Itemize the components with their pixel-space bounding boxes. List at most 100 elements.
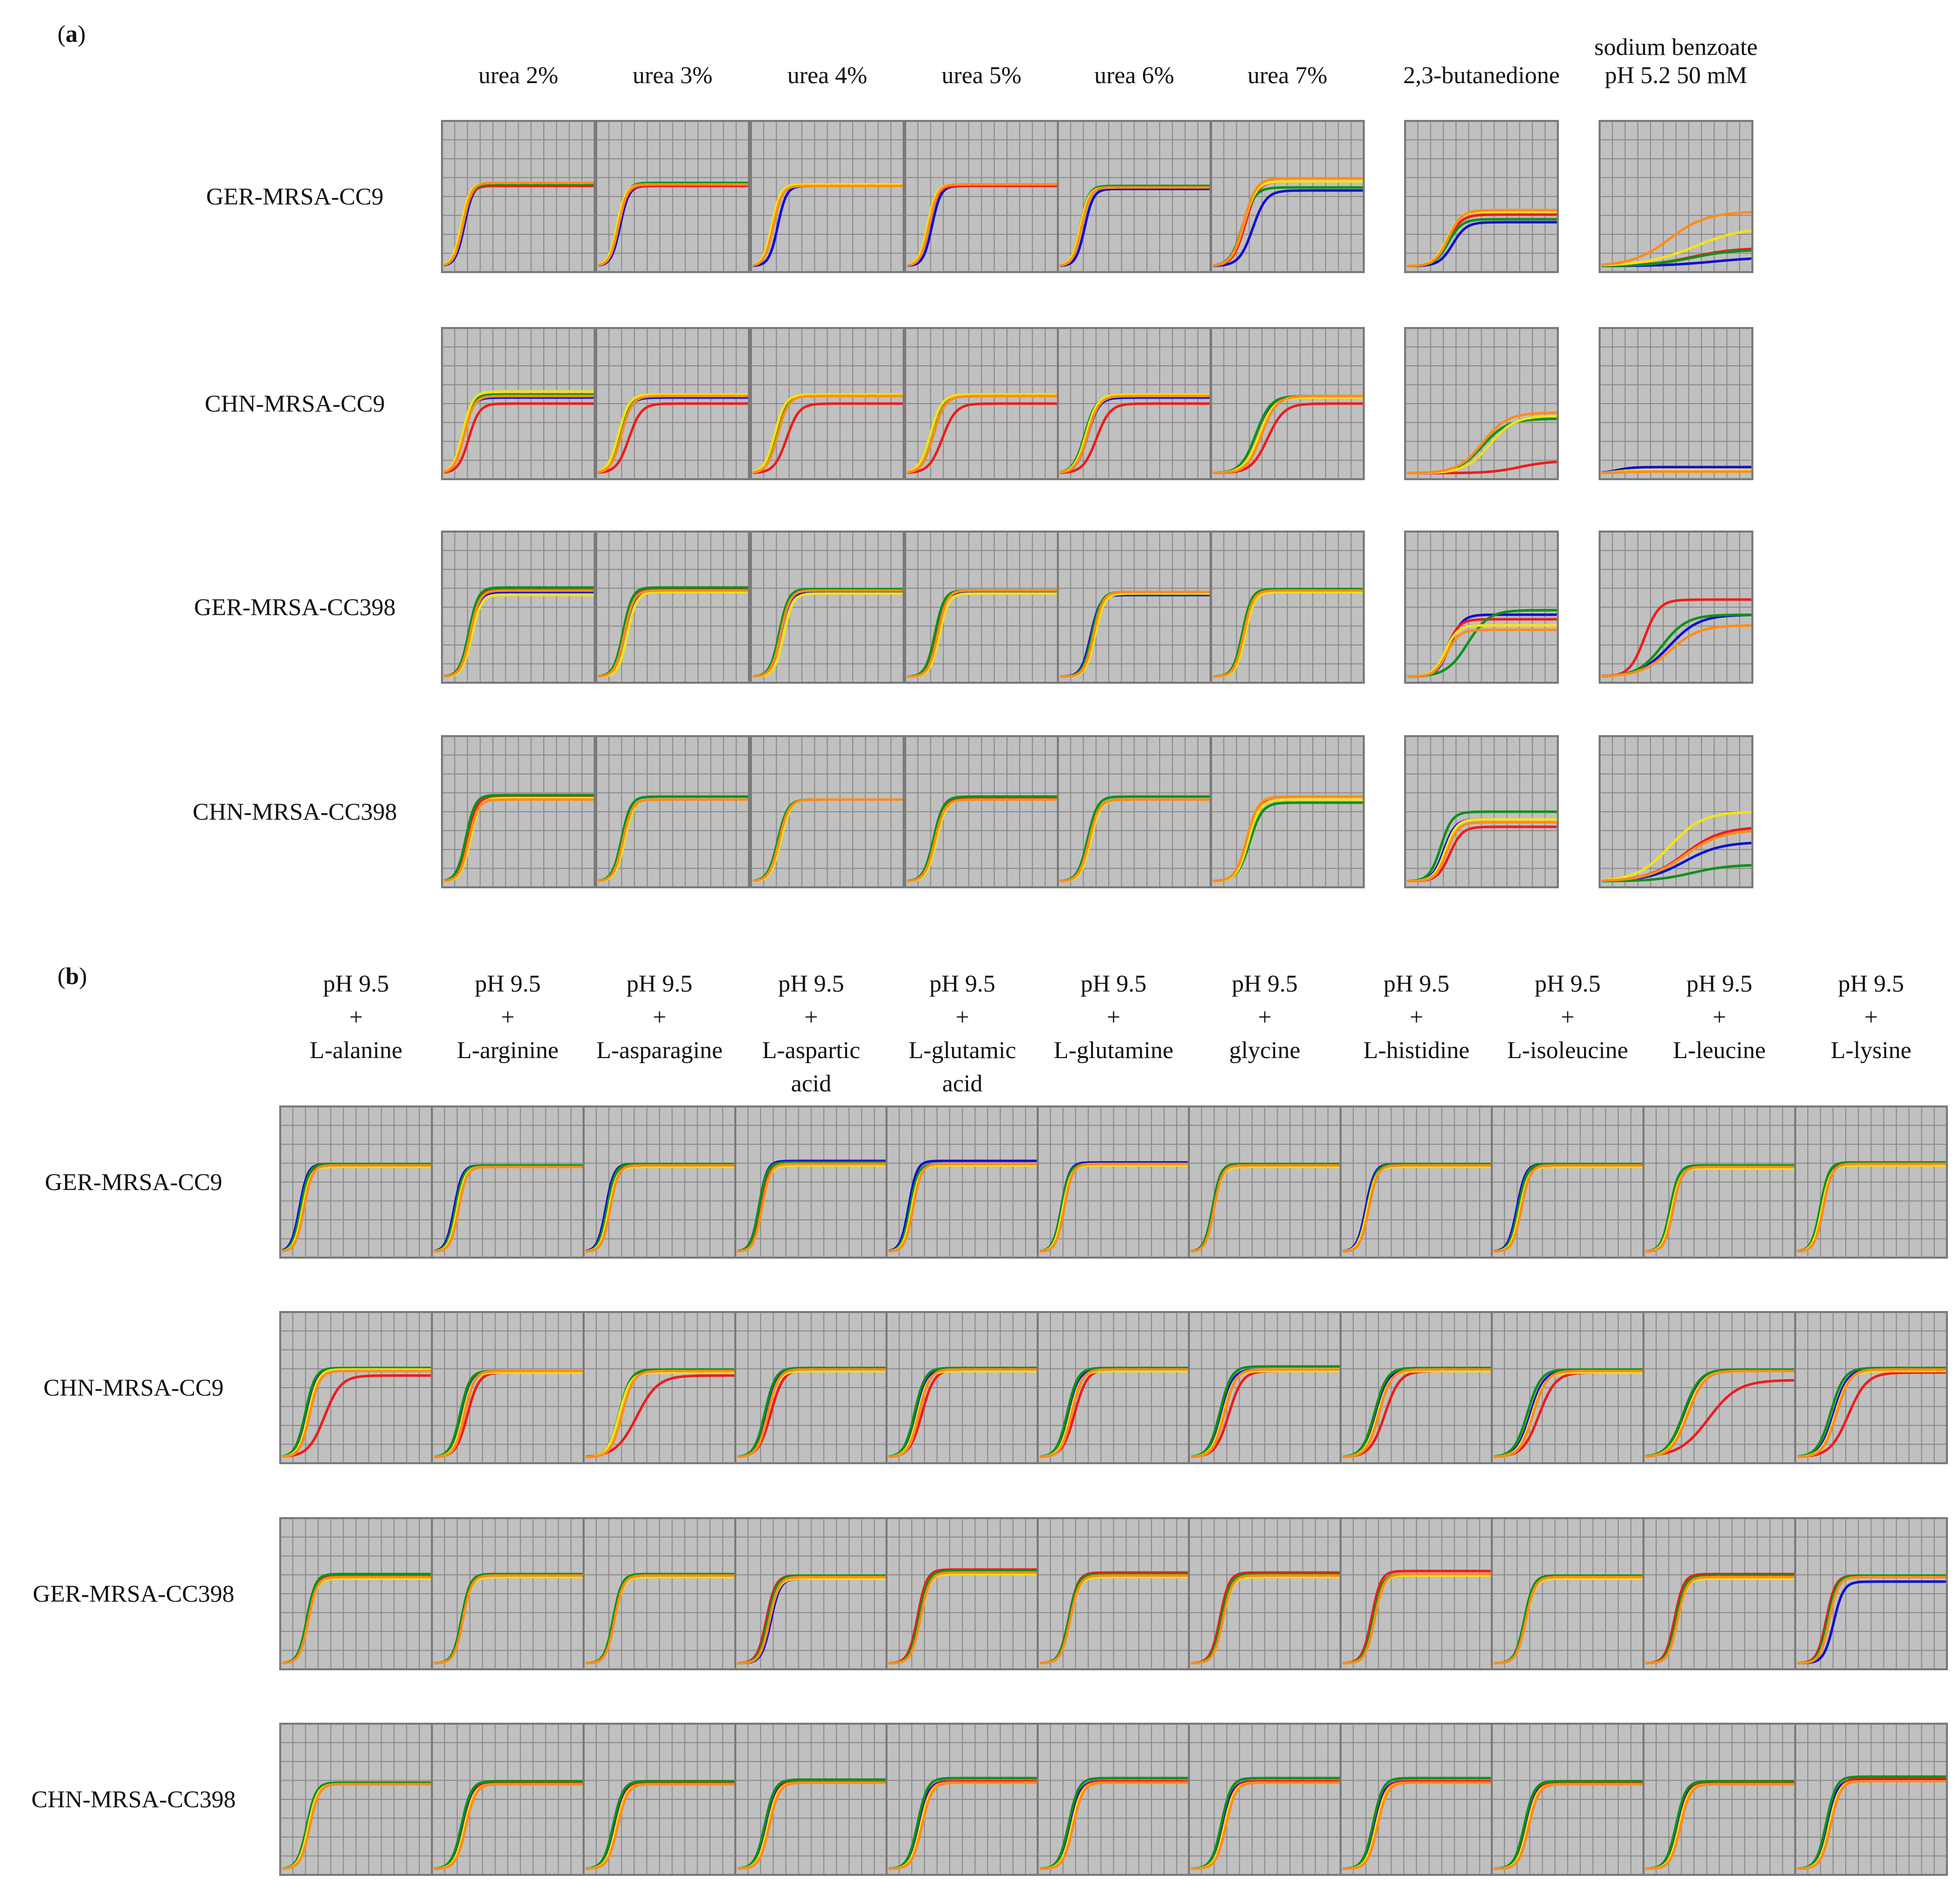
series-line-green (1190, 1162, 1341, 1253)
series-line-green (433, 1780, 584, 1870)
series-line-green (1190, 1365, 1341, 1458)
series-line-green (1493, 1368, 1644, 1458)
column-label: + (1107, 1004, 1120, 1030)
chart-cell-b-r1-c9 (1491, 1105, 1645, 1259)
series-line-green (598, 586, 749, 678)
series-line-orange (1645, 1369, 1796, 1458)
column-label: L-leucine (1673, 1037, 1766, 1064)
series-line-yellow (282, 1368, 432, 1458)
series-line-orange (598, 589, 749, 678)
series-line-red (1213, 402, 1364, 475)
series-line-orange (1493, 1576, 1644, 1665)
column-label: L-alanine (310, 1037, 403, 1064)
series-line-yellow (1797, 1164, 1947, 1253)
series-line-orange (1797, 1368, 1947, 1458)
series-line-green (444, 586, 595, 678)
chart-cell-b-r2-c4 (734, 1311, 888, 1464)
column-label: urea 3% (633, 62, 713, 89)
series-line-orange (1059, 798, 1211, 882)
series-line-orange (888, 1571, 1039, 1665)
chart-cell-a-r4-c4 (904, 735, 1059, 888)
chart-cell-b-r3-c5 (886, 1517, 1039, 1670)
column-label: + (653, 1004, 666, 1030)
series-line-yellow (598, 591, 749, 678)
column-label: L-lysine (1831, 1037, 1912, 1064)
chart-cell-a-r4-c8 (1599, 735, 1753, 888)
chart-cell-a-r3-c7 (1404, 531, 1559, 684)
series-line-orange (585, 1369, 736, 1459)
series-line-orange (444, 181, 595, 266)
series-line-orange (444, 798, 595, 882)
series-line-yellow (752, 592, 904, 678)
column-label: 2,3-butanedione (1403, 62, 1560, 89)
series-line-yellow (585, 1165, 736, 1253)
chart-cell-a-r2-c2 (595, 327, 750, 480)
series-line-yellow (1645, 1167, 1796, 1253)
column-label: pH 9.5 (475, 970, 541, 997)
series-line-orange (1645, 1783, 1796, 1870)
series-line-orange (1407, 209, 1558, 268)
chart-cell-a-r2-c1 (441, 327, 596, 480)
chart-cell-b-r4-c5 (886, 1723, 1039, 1876)
column-label: pH 9.5 (1686, 970, 1752, 997)
column-label: pH 5.2 50 mM (1605, 62, 1747, 89)
chart-cell-a-r3-c6 (1210, 531, 1365, 684)
column-label: pH 9.5 (1383, 970, 1449, 997)
series-line-yellow (444, 594, 595, 678)
series-line-green (1039, 1777, 1190, 1870)
chart-cell-a-r3-c3 (750, 531, 905, 684)
chart-cell-b-r2-c7 (1188, 1311, 1342, 1464)
series-line-orange (907, 395, 1058, 474)
series-line-orange (598, 798, 749, 882)
series-line-orange (585, 1574, 736, 1665)
column-label: acid (791, 1070, 832, 1097)
chart-cell-b-r1-c6 (1037, 1105, 1190, 1259)
series-line-red (585, 1374, 736, 1458)
series-line-green (737, 1574, 888, 1665)
chart-cell-a-r1-c3 (750, 120, 905, 273)
series-line-orange (752, 184, 904, 267)
series-line-green (598, 795, 749, 882)
panel-border (1404, 327, 1559, 480)
chart-cell-b-r3-c1 (279, 1517, 433, 1670)
chart-cell-b-r3-c3 (583, 1517, 736, 1670)
column-label: + (1713, 1004, 1726, 1030)
series-line-blue (1601, 466, 1753, 474)
series-line-green (1797, 1161, 1947, 1253)
series-line-orange (1039, 1368, 1190, 1458)
series-line-red (444, 402, 595, 474)
series-line-orange (433, 1165, 584, 1253)
panel-label-open: ( (57, 21, 66, 47)
series-line-orange (433, 1369, 584, 1459)
panel-border (750, 327, 905, 480)
chart-cell-b-r2-c5 (886, 1311, 1039, 1464)
panel-border (1404, 531, 1559, 684)
chart-cell-b-r4-c10 (1642, 1723, 1796, 1876)
chart-cell-a-r1-c5 (1057, 120, 1212, 273)
column-label: pH 9.5 (1535, 970, 1601, 997)
panel-border (750, 531, 905, 684)
chart-cell-a-r4-c6 (1210, 735, 1365, 888)
column-label: + (804, 1004, 818, 1030)
chart-cell-b-r2-c11 (1794, 1311, 1948, 1464)
column-label: urea 7% (1247, 62, 1327, 89)
series-line-orange (598, 395, 749, 474)
panel-border (1404, 735, 1559, 888)
panel-border (441, 327, 596, 480)
panel-label-letter: a (66, 21, 78, 47)
column-label: L-asparagine (596, 1037, 723, 1064)
series-line-yellow (1059, 393, 1211, 474)
series-line-green (1342, 1366, 1493, 1458)
series-line-red (1797, 1371, 1947, 1458)
chart-cell-a-r2-c8 (1599, 327, 1753, 480)
column-label: + (1258, 1004, 1272, 1030)
chart-cell-a-r1-c7 (1404, 120, 1559, 273)
series-line-green (1493, 1162, 1644, 1253)
panel-label-close: ) (78, 21, 86, 47)
row-label: CHN-MRSA-CC398 (31, 1786, 235, 1813)
panel-border (595, 120, 750, 273)
series-line-green (1645, 1574, 1796, 1665)
panel-border (1599, 735, 1753, 888)
series-line-red (444, 795, 595, 882)
series-line-orange (1059, 395, 1211, 474)
